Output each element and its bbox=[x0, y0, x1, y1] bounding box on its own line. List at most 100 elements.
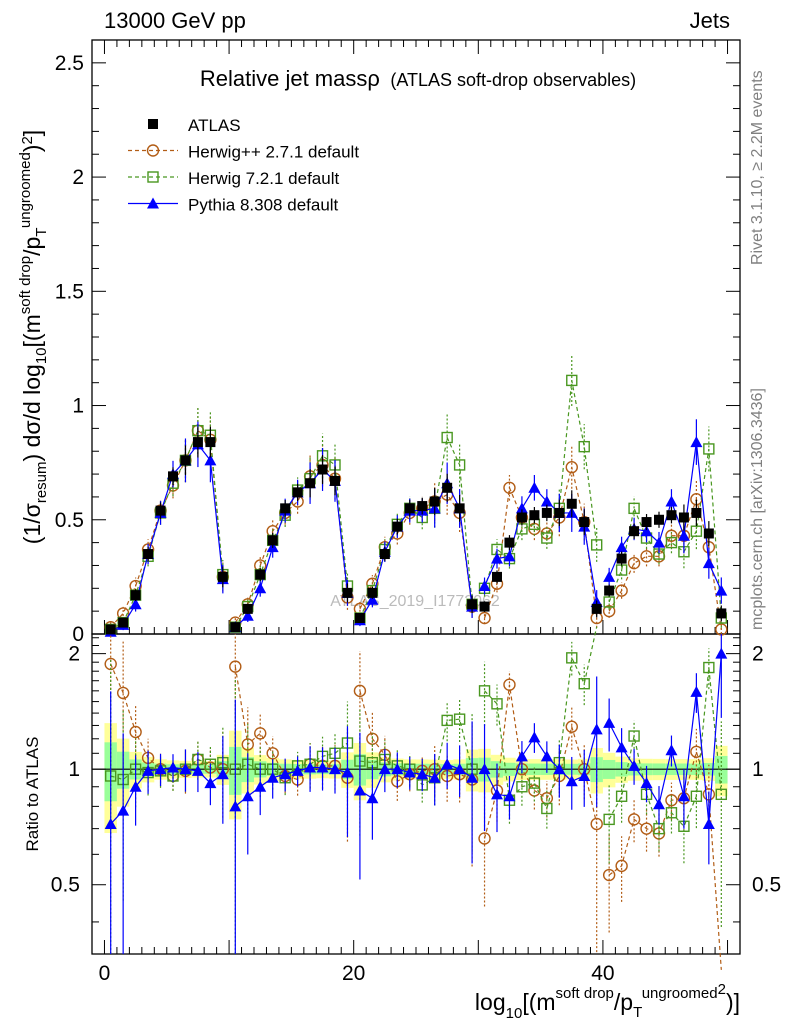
ratio-series-line bbox=[608, 653, 722, 825]
data-point bbox=[478, 580, 491, 592]
ratio-point bbox=[603, 716, 616, 728]
ratio-point bbox=[628, 759, 641, 771]
ratio-series-line bbox=[234, 766, 348, 807]
ratio-point bbox=[316, 761, 329, 773]
ratio-series-line bbox=[608, 749, 722, 970]
data-point bbox=[703, 528, 714, 539]
legend: ATLAS Herwig++ 2.7.1 default Herwig 7.2.1 … bbox=[128, 116, 359, 215]
ratio-point bbox=[503, 678, 516, 691]
data-point bbox=[155, 505, 166, 516]
data-point bbox=[330, 475, 340, 486]
data-point bbox=[529, 510, 540, 521]
ratio-series-line bbox=[234, 666, 348, 781]
data-point bbox=[379, 549, 390, 560]
ratio-point bbox=[204, 777, 217, 789]
data-point bbox=[554, 507, 565, 518]
ratio-point bbox=[353, 784, 366, 796]
legend-label: Herwig++ 2.7.1 default bbox=[188, 143, 359, 162]
y-axis-label: (1/σresum) dσ/d log10[(msoft drop/pTungr… bbox=[17, 130, 50, 544]
ratio-point bbox=[416, 768, 429, 780]
ratio-point bbox=[216, 768, 229, 780]
series-line bbox=[483, 380, 598, 589]
series-line bbox=[359, 481, 473, 621]
series-line bbox=[234, 454, 349, 628]
ratio-point bbox=[690, 790, 703, 802]
ratio-plot-frame bbox=[91, 633, 741, 955]
ratio-point bbox=[566, 652, 578, 664]
data-point bbox=[602, 604, 616, 618]
legend-label: ATLAS bbox=[188, 116, 241, 135]
data-point bbox=[541, 507, 552, 518]
data-point bbox=[640, 525, 653, 537]
ratio-point bbox=[353, 684, 367, 698]
data-point bbox=[442, 482, 453, 493]
data-point bbox=[541, 532, 553, 544]
data-point bbox=[629, 526, 640, 537]
ratio-point bbox=[129, 780, 142, 792]
ratio-point bbox=[603, 813, 615, 826]
ratio-point bbox=[715, 788, 728, 801]
x-axis-label: log10[(msoft drop/pTungroomed2)] bbox=[475, 981, 740, 1022]
ratio-point bbox=[715, 647, 728, 659]
data-point bbox=[105, 624, 116, 635]
chart-title-line: Relative jet massρ (ATLAS soft-drop obse… bbox=[200, 66, 636, 91]
data-point bbox=[354, 613, 365, 624]
series-line bbox=[483, 486, 598, 603]
data-point bbox=[653, 536, 665, 548]
data-point bbox=[392, 521, 403, 532]
ratio-series-line bbox=[235, 742, 348, 779]
ratio-point bbox=[615, 859, 628, 873]
ratio-point bbox=[478, 832, 491, 845]
ratio-point bbox=[478, 763, 491, 775]
data-point bbox=[579, 517, 590, 528]
ratio-point bbox=[602, 868, 616, 882]
data-point bbox=[292, 487, 303, 498]
ratio-tick-label-left: 2 bbox=[68, 643, 80, 666]
data-point bbox=[691, 507, 702, 518]
data-point bbox=[504, 537, 515, 548]
x-tick-label: 20 bbox=[342, 962, 365, 985]
data-point bbox=[665, 536, 678, 549]
data-point bbox=[540, 495, 553, 507]
ratio-point bbox=[116, 686, 130, 700]
y-tick-label: 1.5 bbox=[55, 280, 84, 303]
data-point bbox=[267, 535, 278, 546]
data-point bbox=[503, 481, 516, 494]
mcplots-label: mcplots.cern.ch [arXiv:1306.3436] bbox=[749, 388, 766, 630]
data-point bbox=[242, 603, 253, 614]
ratio-point bbox=[291, 764, 304, 776]
series-line bbox=[608, 448, 722, 619]
ratio-tick-label-right: 1 bbox=[752, 758, 764, 781]
ratio-tick-label-left: 1 bbox=[68, 758, 80, 781]
legend-marker bbox=[146, 144, 160, 157]
y-tick-label: 0.5 bbox=[55, 509, 84, 532]
data-point bbox=[715, 584, 728, 596]
data-point bbox=[615, 584, 628, 597]
data-point bbox=[665, 495, 678, 507]
ratio-point bbox=[590, 817, 603, 831]
ratio-tick-label-right: 2 bbox=[752, 643, 764, 666]
data-point bbox=[616, 553, 627, 564]
ratio-point bbox=[366, 792, 379, 804]
ratio-point bbox=[304, 761, 317, 773]
data-point bbox=[603, 570, 616, 582]
data-point bbox=[702, 557, 715, 569]
ratio-point bbox=[441, 758, 454, 770]
y-tick-label: 2.5 bbox=[55, 52, 84, 75]
data-point bbox=[205, 437, 216, 448]
ratio-point bbox=[615, 741, 628, 753]
data-point bbox=[254, 582, 267, 594]
ratio-point bbox=[677, 790, 690, 802]
ratio-series-line bbox=[110, 663, 223, 777]
data-point bbox=[640, 550, 653, 563]
ratio-tick-label-right: 0.5 bbox=[752, 874, 781, 897]
data-point bbox=[453, 459, 466, 471]
ratio-point bbox=[254, 727, 267, 740]
data-point bbox=[454, 503, 465, 514]
axis-ticks: 00.511.522.50.5 0.51 12 20 20 40 bbox=[51, 40, 781, 985]
data-point bbox=[690, 525, 703, 537]
ratio-point bbox=[653, 798, 665, 810]
header-right: Jets bbox=[690, 8, 730, 33]
ratio-point bbox=[640, 777, 653, 789]
data-point bbox=[467, 599, 478, 610]
